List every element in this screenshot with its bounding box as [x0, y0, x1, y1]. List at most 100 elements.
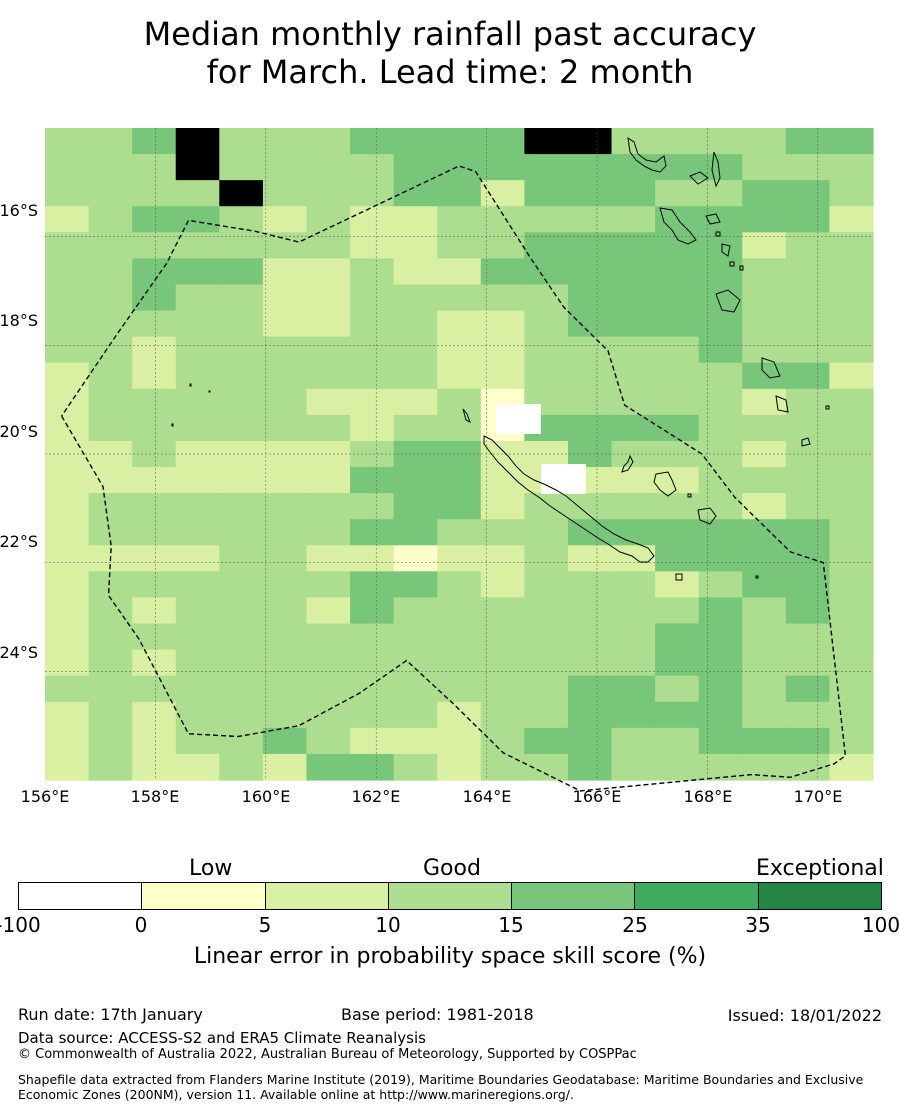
grid-cell [262, 414, 308, 442]
grid-cell [437, 258, 482, 286]
grid-cell [655, 414, 700, 442]
grid-cell [88, 467, 133, 494]
grid-cell [611, 545, 656, 572]
grid-cell [175, 597, 220, 625]
grid-cell [829, 545, 874, 572]
colorbar-tick-label: 15 [498, 913, 524, 937]
grid-cell [132, 414, 177, 442]
grid-cell [611, 284, 656, 312]
grid-cell [785, 258, 831, 286]
grid-cell [45, 336, 90, 364]
grid-cell [829, 180, 874, 207]
grid-cell [306, 571, 351, 599]
grid-cell [175, 623, 220, 651]
grid-cell [219, 310, 264, 338]
grid-cell [480, 597, 525, 625]
grid-cell [567, 232, 613, 259]
grid-cell [524, 362, 569, 390]
grid-cell [785, 753, 831, 781]
grid-cell [567, 571, 613, 599]
grid-cell [88, 571, 133, 599]
grid-cell [785, 440, 831, 468]
grid-cell [175, 440, 220, 468]
grid-cell [611, 675, 656, 703]
grid-cell [175, 649, 220, 677]
vanuatu-epi [721, 243, 731, 257]
islet-1 [715, 231, 721, 237]
grid-cell [480, 336, 525, 364]
grid-cell [132, 623, 177, 651]
grid-cell [219, 519, 264, 546]
grid-cell [611, 571, 656, 599]
lon-tick-label: 158°E [130, 787, 180, 806]
grid-cell [698, 467, 743, 494]
grid-cell [219, 154, 264, 181]
grid-cell [88, 310, 133, 338]
grid-cell [524, 284, 569, 312]
grid-cell [698, 388, 743, 416]
grid-cell [698, 701, 743, 729]
lon-tick-label: 166°E [572, 787, 622, 806]
grid-cell [393, 180, 438, 207]
grid-cell [393, 414, 438, 442]
isle-of-pines [675, 573, 683, 581]
grid-cell [480, 284, 525, 312]
vanuatu-efate [715, 289, 741, 313]
grid-cell [219, 701, 264, 729]
grid-cell [480, 545, 525, 572]
grid-cell [437, 284, 482, 312]
vanuatu-ambae [689, 171, 709, 185]
grid-cell [829, 258, 874, 286]
grid-cell [393, 154, 438, 181]
grid-cell [655, 258, 700, 286]
grid-cell [437, 206, 482, 233]
grid-cell [567, 440, 613, 468]
grid-cell [567, 154, 613, 181]
grid-cell [262, 206, 308, 233]
grid-cell [742, 727, 787, 755]
grid-cell [611, 440, 656, 468]
colorbar-tick-label: 0 [134, 913, 148, 937]
loyalty-island-ouvea [621, 454, 634, 473]
grid-cell [306, 701, 351, 729]
grid-cell [480, 753, 525, 781]
grid-cell [742, 388, 787, 416]
grid-cell [175, 467, 220, 494]
grid-cell [480, 727, 525, 755]
grid-cell [88, 727, 133, 755]
grid-cell [785, 649, 831, 677]
skill-grid [45, 128, 874, 781]
lat-tick-label: 16°S [0, 201, 38, 220]
grid-cell [262, 180, 308, 207]
grid-cell [45, 310, 90, 338]
lon-tick-label: 170°E [793, 787, 843, 806]
grid-cell [655, 362, 700, 390]
grid-cell [698, 753, 743, 781]
grid-cell [175, 571, 220, 599]
grid-cell [524, 336, 569, 364]
vanuatu-ambrym [705, 213, 721, 225]
grid-cell [655, 493, 700, 520]
grid-cell [306, 467, 351, 494]
grid-cell [655, 284, 700, 312]
grid-cell [45, 675, 90, 703]
grid-cell [785, 701, 831, 729]
grid-cell [306, 206, 351, 233]
grid-cell [393, 727, 438, 755]
grid-cell [655, 597, 700, 625]
new-caledonia-outline [483, 435, 655, 563]
grid-cell [480, 623, 525, 651]
grid-cell [219, 753, 264, 781]
grid-cell [524, 310, 569, 338]
grid-cell [262, 336, 308, 364]
grid-cell [88, 258, 133, 286]
grid-cell [88, 180, 133, 207]
grid-cell [175, 180, 220, 207]
grid-cell [393, 362, 438, 390]
grid-cell [480, 675, 525, 703]
grid-cell [132, 571, 177, 599]
grid-cell [829, 753, 874, 781]
grid-cell [175, 414, 220, 442]
grid-cell [698, 440, 743, 468]
grid-cell [480, 310, 525, 338]
